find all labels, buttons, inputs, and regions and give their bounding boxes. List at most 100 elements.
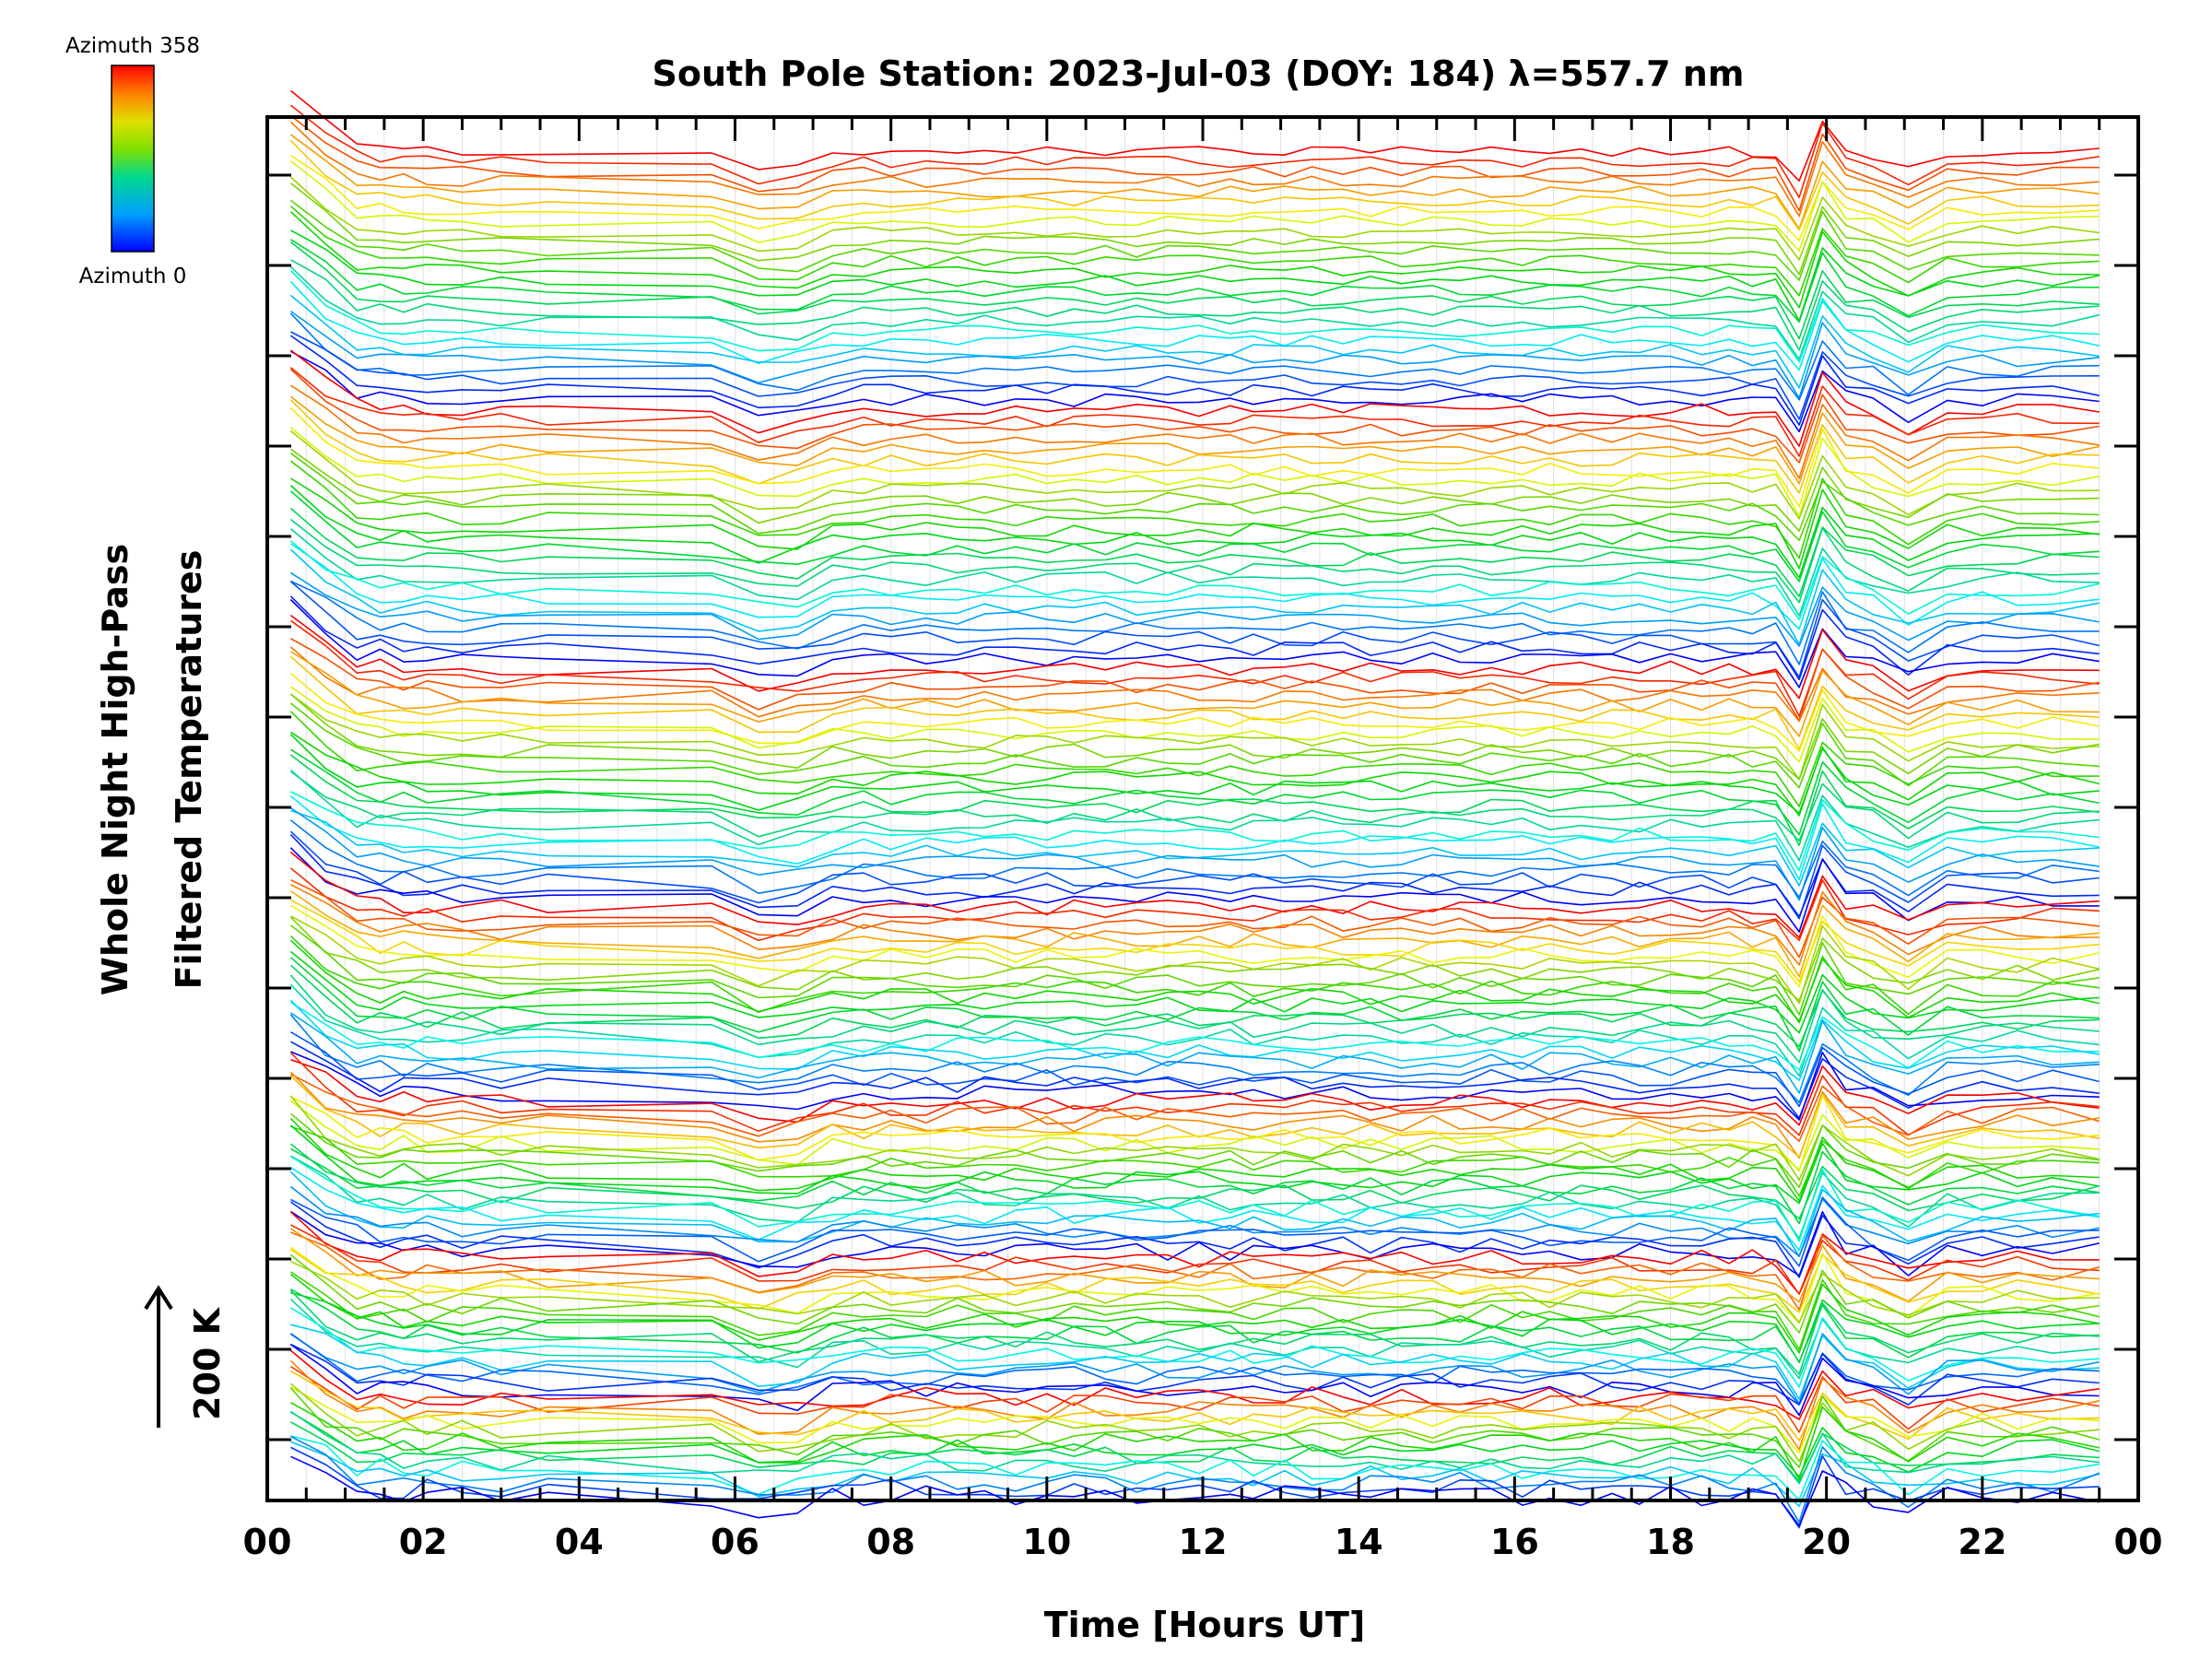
trace-azimuth-243 — [289, 429, 2100, 520]
trace-azimuth-29 — [289, 581, 2100, 678]
trace-azimuth-100 — [290, 791, 2100, 872]
trace-azimuth-29 — [290, 331, 2100, 420]
trace-azimuth-283 — [289, 1248, 2100, 1313]
trace-azimuth-158 — [289, 748, 2100, 836]
trace-azimuth-72 — [289, 548, 2100, 646]
trace-azimuth-329 — [289, 368, 2100, 464]
trace-azimuth-38 — [289, 1333, 2100, 1406]
trace-azimuth-218 — [289, 924, 2100, 1016]
trace-azimuth-172 — [289, 485, 2100, 579]
trace-azimuth-125 — [289, 974, 2100, 1064]
trace-azimuth-358 — [290, 1058, 2100, 1126]
trace-azimuth-43 — [289, 819, 2100, 899]
trace-azimuth-243 — [289, 176, 2100, 261]
trace-azimuth-0 — [289, 598, 2100, 688]
x-axis-label: Time [Hours UT] — [1044, 1605, 1366, 1645]
trace-azimuth-301 — [289, 395, 2100, 485]
trace-azimuth-0 — [289, 1210, 2100, 1277]
trace-azimuth-94 — [289, 1307, 2100, 1388]
y-axis-label-line1: Whole Night High-Pass — [95, 544, 135, 995]
trace-azimuth-191 — [290, 1402, 2100, 1481]
x-tick-label: 10 — [1022, 1522, 1071, 1562]
trace-azimuth-239 — [289, 1095, 2100, 1182]
trace-azimuth-0 — [289, 1344, 2100, 1417]
trace-azimuth-119 — [290, 1155, 2100, 1240]
trace-azimuth-315 — [289, 646, 2100, 723]
trace-azimuth-315 — [289, 121, 2100, 218]
trace-azimuth-272 — [289, 672, 2100, 752]
trace-azimuth-171 — [289, 950, 2100, 1034]
trace-azimuth-286 — [289, 399, 2100, 494]
trace-azimuth-86 — [289, 795, 2100, 881]
trace-azimuth-290 — [289, 1075, 2100, 1159]
trace-azimuth-0 — [289, 847, 2100, 933]
trace-azimuth-186 — [289, 731, 2100, 817]
trace-azimuth-207 — [289, 1271, 2100, 1351]
trace-azimuth-344 — [289, 367, 2100, 457]
trace-azimuth-249 — [290, 915, 2100, 1005]
trace-azimuth-109 — [289, 983, 2100, 1077]
x-tick-label: 08 — [866, 1522, 915, 1562]
colorbar-top-label: Azimuth 358 — [65, 34, 200, 58]
trace-azimuth-200 — [289, 711, 2100, 807]
trace-azimuth-358 — [289, 614, 2100, 700]
trace-azimuth-151 — [290, 1288, 2100, 1363]
y-axis-label-line2: Filtered Temperatures — [169, 550, 209, 990]
x-tick-label: 18 — [1646, 1522, 1695, 1562]
trace-azimuth-256 — [289, 1100, 2100, 1171]
plot-frame — [265, 115, 2140, 1502]
trace-azimuth-143 — [289, 754, 2100, 847]
trace-azimuth-265 — [289, 904, 2100, 988]
temperature-traces — [289, 89, 2100, 1529]
x-tick-label: 00 — [2114, 1522, 2163, 1562]
trace-azimuth-324 — [290, 1073, 2100, 1142]
trace-azimuth-14 — [289, 595, 2100, 681]
scale-indicator: 200 K — [144, 1285, 228, 1428]
trace-azimuth-229 — [289, 693, 2100, 781]
trace-azimuth-129 — [290, 259, 2100, 351]
trace-azimuth-344 — [289, 104, 2100, 199]
trace-azimuth-57 — [289, 571, 2100, 647]
trace-azimuth-95 — [290, 1435, 2100, 1501]
x-tick-label: 14 — [1335, 1522, 1383, 1562]
trace-azimuth-167 — [289, 1411, 2100, 1477]
x-tick-label: 22 — [1958, 1522, 2006, 1562]
trace-azimuth-272 — [289, 155, 2100, 241]
trace-azimuth-14 — [289, 833, 2100, 918]
trace-azimuth-115 — [289, 769, 2100, 862]
trace-azimuth-75 — [290, 1324, 2100, 1400]
x-tick-label: 16 — [1490, 1522, 1539, 1562]
trace-azimuth-129 — [289, 518, 2100, 604]
y-axis-label: Whole Night High-Pass Filtered Temperatu… — [95, 544, 209, 995]
trace-azimuth-205 — [290, 1125, 2100, 1197]
trace-azimuth-72 — [290, 809, 2100, 887]
trace-azimuth-215 — [289, 199, 2100, 281]
x-tick-label: 20 — [1802, 1522, 1851, 1562]
trace-azimuth-341 — [289, 1052, 2100, 1136]
trace-azimuth-307 — [289, 1071, 2100, 1159]
trace-azimuth-215 — [289, 453, 2100, 542]
trace-azimuth-233 — [289, 916, 2100, 1002]
trace-azimuth-51 — [289, 1185, 2100, 1257]
trace-azimuth-344 — [289, 619, 2100, 717]
trace-azimuth-301 — [289, 1228, 2100, 1303]
trace-azimuth-334 — [289, 1365, 2100, 1433]
trace-azimuth-358 — [289, 89, 2100, 182]
trace-azimuth-200 — [289, 460, 2100, 559]
trace-azimuth-48 — [290, 1435, 2100, 1524]
trace-azimuth-140 — [289, 964, 2100, 1048]
trace-azimuth-78 — [289, 999, 2100, 1081]
trace-azimuth-86 — [289, 543, 2100, 630]
trace-azimuth-280 — [290, 899, 2100, 983]
trace-azimuth-0 — [290, 1455, 2100, 1527]
trace-azimuth-115 — [289, 265, 2100, 360]
trace-azimuth-47 — [289, 1014, 2100, 1103]
trace-azimuth-93 — [289, 1001, 2100, 1071]
trace-azimuth-187 — [289, 939, 2100, 1022]
trace-azimuth-72 — [290, 1441, 2100, 1507]
colorbar-gradient — [111, 65, 155, 253]
trace-azimuth-172 — [289, 734, 2100, 815]
trace-azimuth-272 — [289, 407, 2100, 508]
trace-azimuth-186 — [289, 211, 2100, 309]
trace-azimuth-286 — [289, 139, 2100, 231]
